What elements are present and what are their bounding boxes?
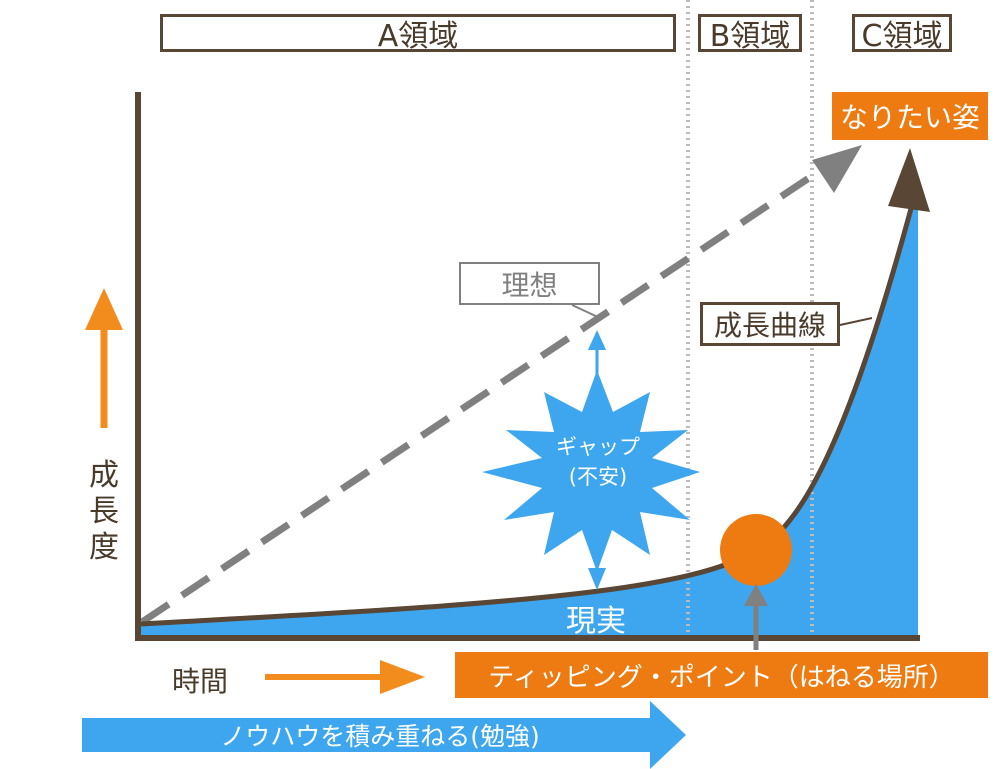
curve-leader-line — [839, 317, 873, 326]
x-axis-label: 時間 — [172, 665, 229, 698]
gap-arrow-top — [588, 330, 606, 350]
tipping-point-label: ティッピング・ポイント（はねる場所） — [488, 662, 955, 693]
knowhow-label: ノウハウを積み重ねる(勉強) — [220, 722, 540, 751]
gap-label-line1: ギャップ — [556, 435, 640, 459]
region-b-box: B領域 — [698, 14, 802, 54]
ideal-arrowhead — [812, 145, 862, 193]
growth-curve — [139, 204, 915, 627]
curve-label: 成長曲線 — [713, 309, 826, 342]
region-b-label: B領域 — [709, 19, 791, 54]
y-axis-label: 成長度 — [89, 458, 119, 565]
ideal-box: 理想 — [459, 262, 600, 305]
region-a-label: A領域 — [377, 19, 459, 54]
region-a-box: A領域 — [160, 14, 676, 54]
gap-arrow-bottom — [588, 568, 606, 590]
growth-up-arrowhead — [85, 288, 123, 330]
tipping-point-box: ティッピング・ポイント（はねる場所） — [455, 652, 988, 698]
region-c-label: C領域 — [861, 19, 943, 54]
growth-curve-arrowhead — [888, 148, 930, 212]
knowhow-arrow — [82, 701, 686, 769]
ideal-label: 理想 — [501, 268, 558, 302]
goal-box: なりたい姿 — [832, 92, 988, 140]
gap-label-line2: (不安) — [568, 465, 628, 489]
growth-area-fill — [140, 200, 918, 636]
tipping-point-marker — [720, 514, 792, 586]
ideal-leader-line — [571, 304, 601, 319]
time-arrowhead — [380, 660, 425, 694]
tipping-point-pointer-head — [744, 584, 768, 606]
goal-label: なりたい姿 — [839, 101, 980, 134]
reality-label: 現実 — [566, 604, 626, 639]
region-c-box: C領域 — [852, 14, 952, 54]
gap-starburst — [482, 370, 700, 572]
gap-text: ギャップ (不安) — [537, 432, 659, 492]
ideal-line — [140, 173, 814, 625]
curve-label-box: 成長曲線 — [700, 302, 840, 346]
